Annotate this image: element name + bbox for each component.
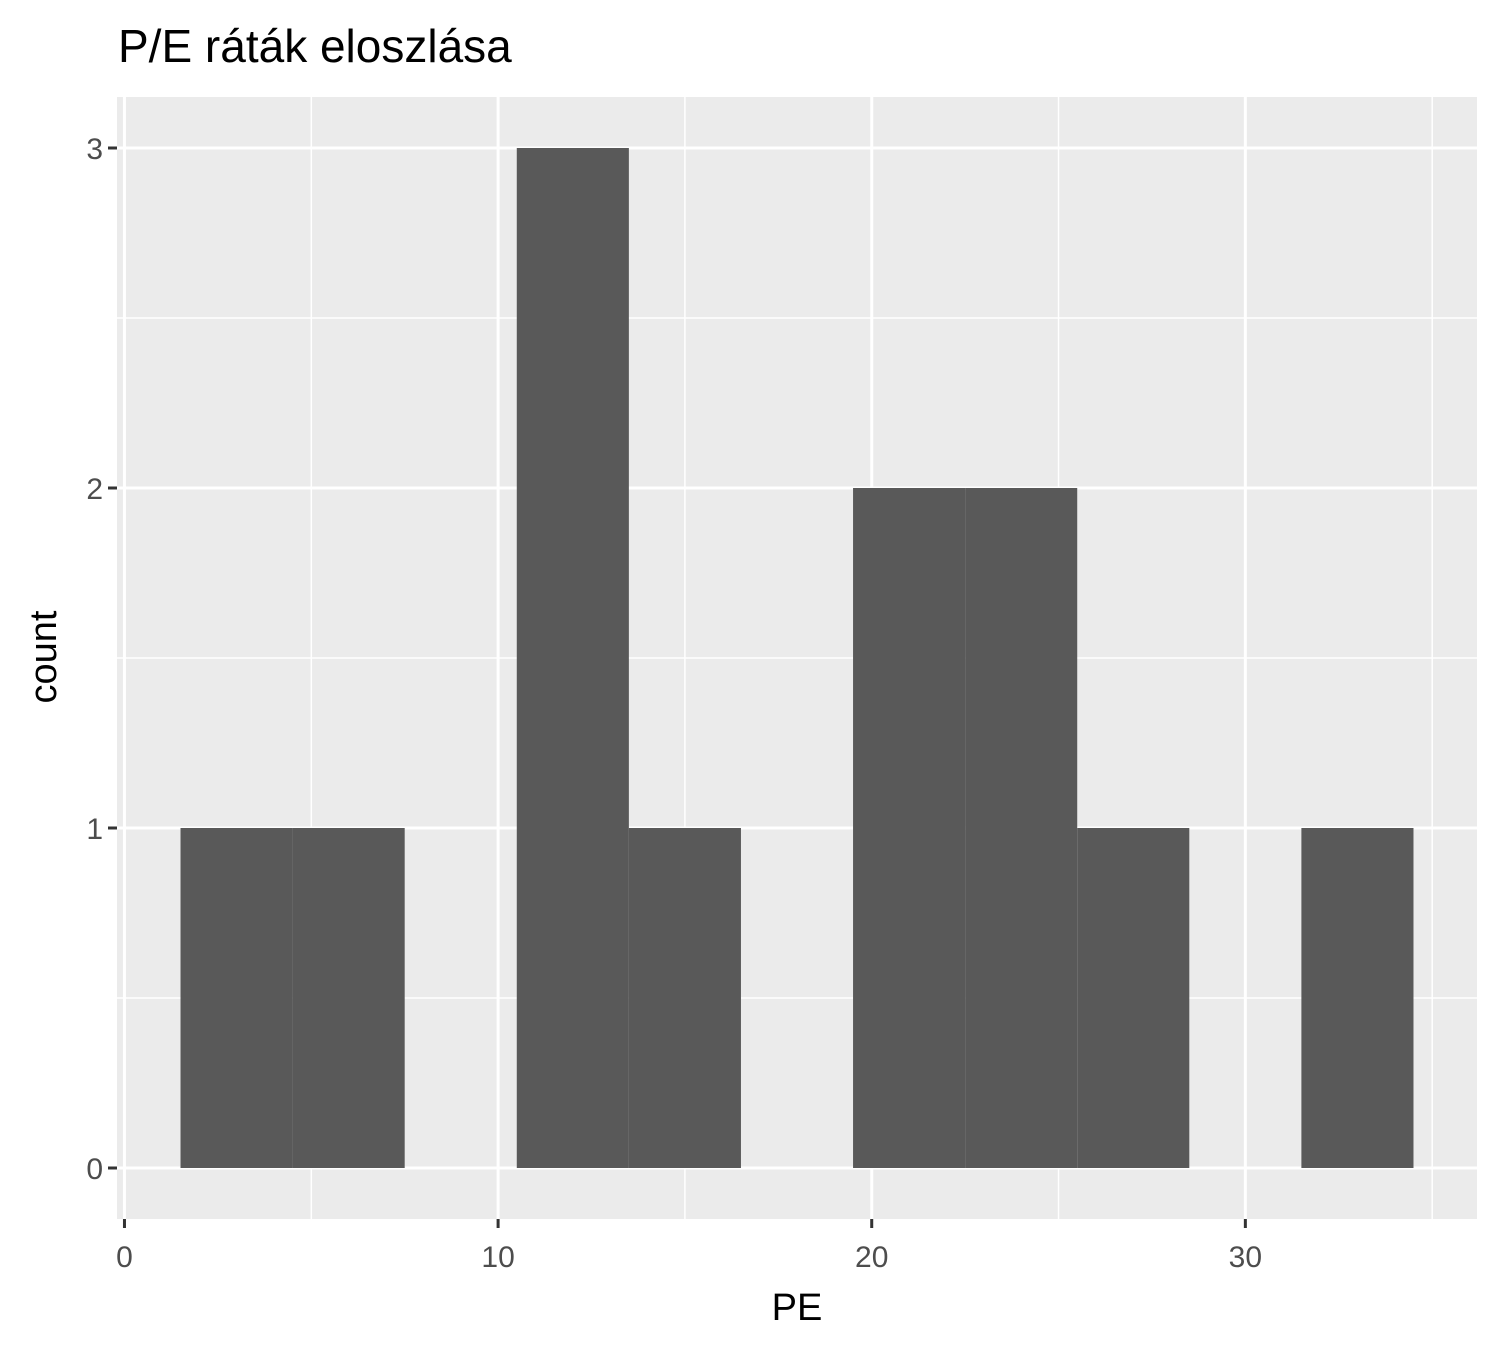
y-axis-title: count xyxy=(23,610,65,703)
y-tick-label: 3 xyxy=(86,133,103,166)
histogram-bar xyxy=(180,828,293,1168)
x-tick-label: 20 xyxy=(855,1241,888,1274)
histogram-bar xyxy=(965,488,1078,1168)
histogram-bar xyxy=(628,828,741,1168)
histogram-bar xyxy=(516,148,629,1168)
x-tick-label: 30 xyxy=(1229,1241,1262,1274)
y-tick-label: 1 xyxy=(86,813,103,846)
y-axis: 0 1 2 3 xyxy=(86,133,117,1186)
x-axis: 0 10 20 30 xyxy=(116,1219,1262,1274)
y-tick-label: 0 xyxy=(86,1153,103,1186)
x-axis-title: PE xyxy=(772,1287,823,1329)
histogram-bar xyxy=(1301,828,1414,1168)
chart-title: P/E ráták eloszlása xyxy=(118,20,512,72)
y-tick-label: 2 xyxy=(86,473,103,506)
histogram-bar xyxy=(1077,828,1190,1168)
histogram-bar xyxy=(853,488,966,1168)
bars xyxy=(180,148,1414,1168)
x-tick-label: 0 xyxy=(116,1241,133,1274)
x-tick-label: 10 xyxy=(481,1241,514,1274)
histogram-bar xyxy=(292,828,405,1168)
